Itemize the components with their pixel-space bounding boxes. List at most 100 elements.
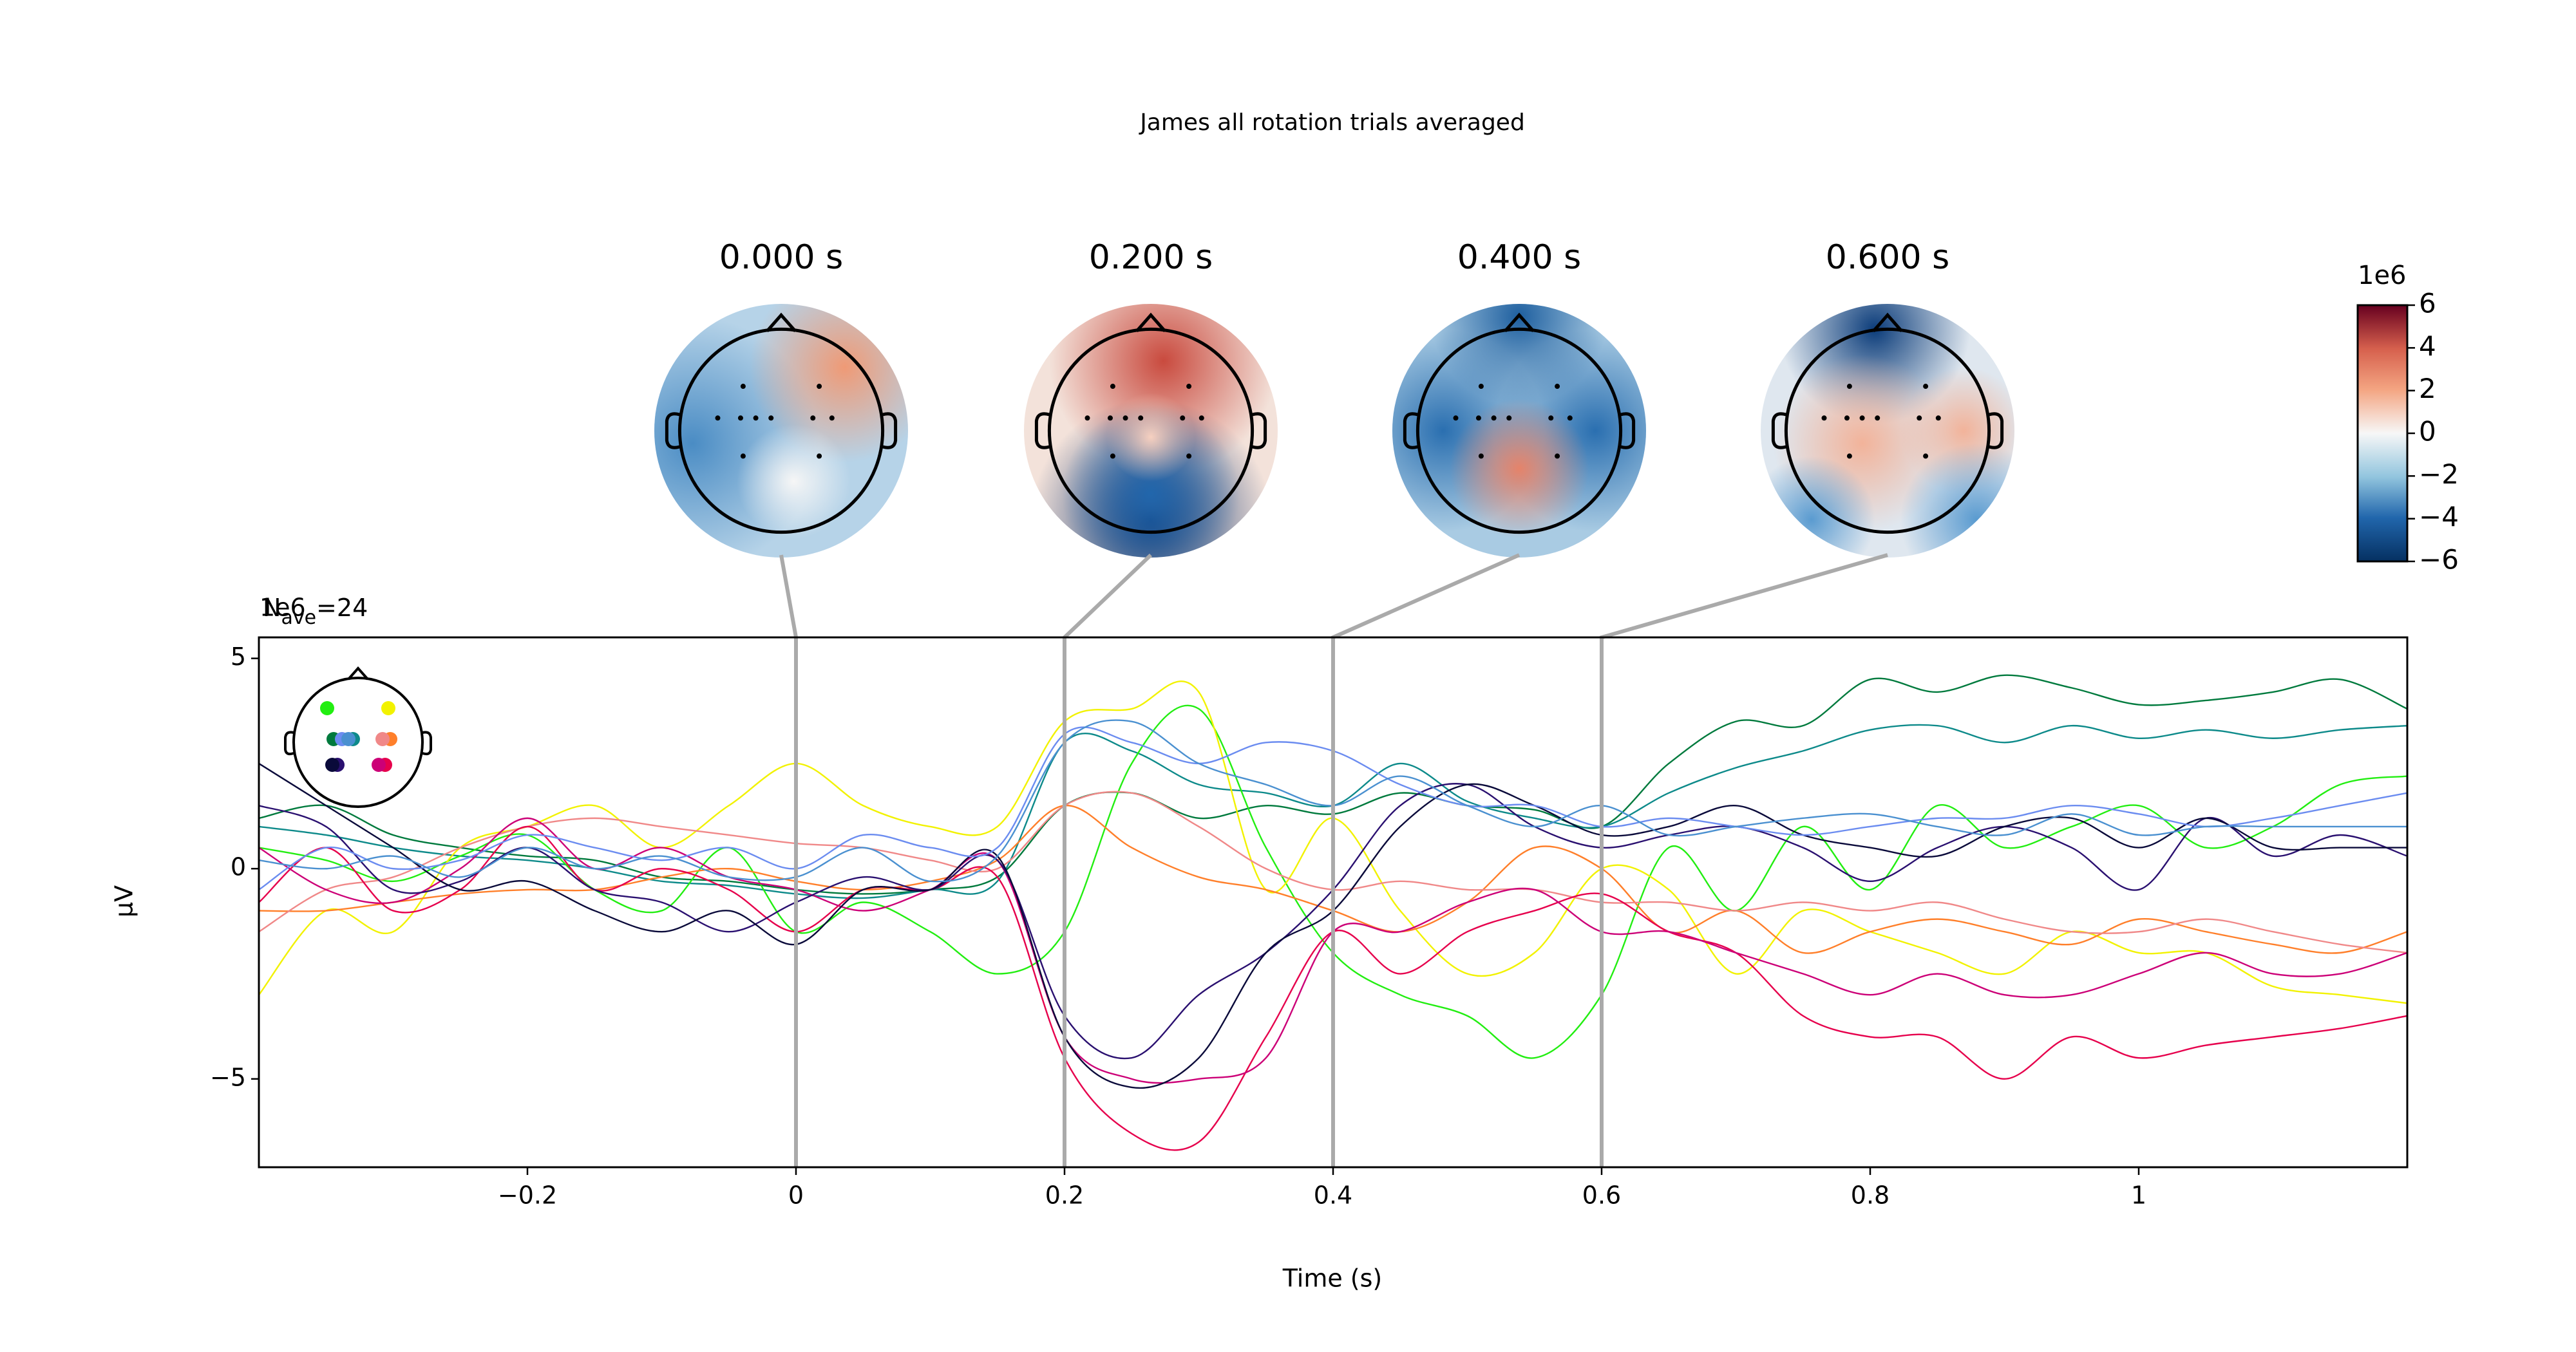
head-outline xyxy=(1047,327,1255,534)
sensor xyxy=(1138,415,1144,421)
sensor xyxy=(1122,415,1128,421)
sensor xyxy=(1923,384,1929,390)
series-line xyxy=(259,726,2407,890)
legend-nose xyxy=(347,666,369,681)
plot-frame xyxy=(258,636,2409,1169)
colorbar-tick-label: 0 xyxy=(2419,416,2436,447)
x-tick-label: 0.4 xyxy=(1314,1181,1352,1210)
sensor xyxy=(740,384,746,390)
topomap xyxy=(1024,304,1278,558)
topomap-connector xyxy=(1063,553,1153,1167)
head-outline xyxy=(677,327,885,534)
sensor xyxy=(1846,453,1852,459)
sensor xyxy=(1180,415,1186,421)
x-tick-label: 0.8 xyxy=(1851,1181,1889,1210)
head-outline xyxy=(1416,327,1623,534)
sensor xyxy=(1859,415,1865,421)
series-line xyxy=(259,724,2407,899)
sensor xyxy=(753,415,759,421)
legend-ear xyxy=(422,731,432,756)
topomap xyxy=(1392,304,1646,558)
head-nose xyxy=(1504,312,1535,333)
sensor xyxy=(1846,384,1852,390)
head-ear xyxy=(1403,412,1419,449)
sensor xyxy=(817,384,822,390)
x-tick-label: 0.6 xyxy=(1582,1181,1621,1210)
series-line xyxy=(259,681,2407,1004)
colorbar-tick-label: 6 xyxy=(2419,288,2436,319)
sensor xyxy=(1555,453,1560,459)
y-tick-label: 0 xyxy=(231,853,246,881)
topomap-connector xyxy=(1331,553,1520,1167)
sensor xyxy=(1110,384,1115,390)
nave-value: =24 xyxy=(316,594,368,622)
head-ear xyxy=(1988,412,2004,449)
colorbar-tick-label: −6 xyxy=(2419,544,2459,576)
nave-label: Nave=24 xyxy=(263,594,368,629)
sensor xyxy=(1567,415,1573,421)
topomap xyxy=(1761,304,2014,558)
head-ear xyxy=(882,412,898,449)
series-line xyxy=(259,825,2407,1151)
topomap-title: 0.600 s xyxy=(1826,238,1950,277)
sensor xyxy=(1198,415,1204,421)
head-outline xyxy=(1784,327,1991,534)
head-ear xyxy=(1034,412,1050,449)
sensor xyxy=(829,415,835,421)
sensor xyxy=(1478,453,1484,459)
sensor xyxy=(1548,415,1554,421)
topomap-blob xyxy=(1900,443,2014,558)
head-ear xyxy=(665,412,681,449)
sensor xyxy=(810,415,816,421)
nave-subscript: ave xyxy=(281,606,316,629)
sensor xyxy=(1923,453,1929,459)
sensor xyxy=(1844,415,1850,421)
legend-sensor xyxy=(320,701,334,715)
legend-sensor xyxy=(325,758,339,772)
head-nose xyxy=(1872,312,1903,333)
legend-sensor xyxy=(341,732,355,746)
sensor xyxy=(1084,415,1090,421)
x-tick-label: −0.2 xyxy=(498,1181,557,1210)
sensor xyxy=(1821,415,1827,421)
sensor xyxy=(1917,415,1922,421)
topomap-title: 0.200 s xyxy=(1089,238,1213,277)
series-line xyxy=(259,719,2407,883)
sensor xyxy=(715,415,721,421)
head-nose xyxy=(1135,312,1166,333)
legend-sensor xyxy=(375,732,390,746)
sensor xyxy=(817,453,822,459)
head-ear xyxy=(1251,412,1267,449)
colorbar-tick-label: −4 xyxy=(2419,501,2459,532)
head-nose xyxy=(766,312,797,333)
sensor xyxy=(1491,415,1497,421)
sensor xyxy=(1506,415,1512,421)
head-ear xyxy=(1620,412,1636,449)
topomap-blob xyxy=(1449,399,1589,539)
x-tick-label: 0 xyxy=(788,1181,804,1210)
sensor xyxy=(737,415,743,421)
series-line xyxy=(259,762,2407,1089)
sensor xyxy=(1186,453,1192,459)
x-axis-label: Time (s) xyxy=(1282,1264,1383,1293)
legend-ear xyxy=(284,731,294,756)
sensor xyxy=(1555,384,1560,390)
legend-sensor xyxy=(381,701,395,715)
legend-sensor xyxy=(372,758,386,772)
colorbar-tick-label: 4 xyxy=(2419,330,2436,362)
sensor xyxy=(1453,415,1459,421)
y-axis-label: µV xyxy=(110,885,138,917)
sensor xyxy=(1875,415,1880,421)
topomap-title: 0.000 s xyxy=(719,238,844,277)
x-tick-label: 1 xyxy=(2131,1181,2146,1210)
series-line xyxy=(259,783,2407,1060)
sensor xyxy=(1110,453,1115,459)
y-tick-label: 5 xyxy=(231,643,246,671)
sensor xyxy=(1935,415,1941,421)
topomap-connector xyxy=(1600,553,1888,1167)
topomap-blob xyxy=(1062,405,1240,558)
offset-text: 1e6 xyxy=(260,594,306,622)
series-line xyxy=(259,791,2407,954)
sensor xyxy=(740,453,746,459)
